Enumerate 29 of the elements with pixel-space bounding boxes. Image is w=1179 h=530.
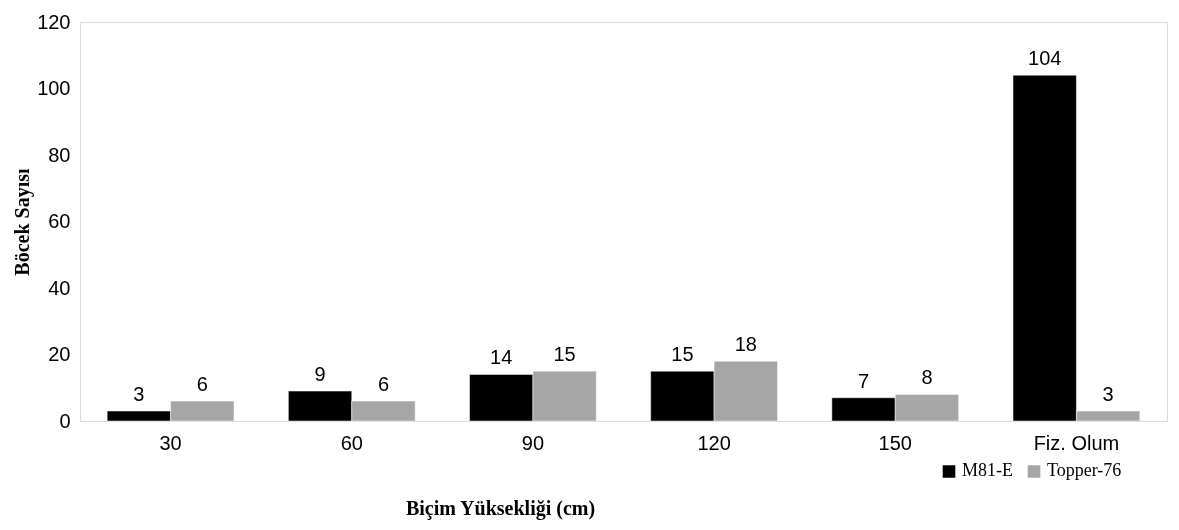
x-tick-label: 60 (340, 431, 363, 454)
data-label: 6 (196, 373, 208, 396)
data-label: 7 (857, 369, 870, 392)
y-tick-label: 120 (37, 10, 71, 33)
data-label: 6 (377, 373, 390, 396)
x-tick-label: 30 (159, 431, 182, 454)
data-label: 14 (490, 346, 513, 369)
x-tick-label: 150 (878, 431, 912, 454)
data-label: 9 (314, 363, 326, 386)
data-label: 104 (1028, 47, 1062, 70)
data-label: 15 (671, 343, 694, 366)
legend-label: Topper-76 (1047, 460, 1122, 481)
data-label: 18 (734, 333, 757, 356)
x-axis-title: Biçim Yüksekliği (cm) (405, 496, 596, 520)
y-tick-label: 100 (37, 77, 71, 99)
data-label: 8 (921, 366, 933, 389)
y-axis-title: Böcek Sayısı (11, 167, 35, 276)
x-tick-label: 90 (521, 431, 545, 454)
y-tick-label: 40 (48, 276, 71, 299)
data-label: 15 (553, 343, 576, 366)
x-tick-label: Fiz. Olum (1033, 431, 1120, 454)
y-tick-label: 80 (48, 143, 71, 166)
x-tick-label: 120 (697, 431, 731, 454)
legend-label: M81-E (962, 460, 1013, 481)
y-tick-label: 60 (48, 210, 71, 232)
data-label: 3 (133, 383, 145, 406)
data-label: 3 (1102, 383, 1114, 406)
y-tick-label: 0 (59, 409, 71, 432)
y-tick-label: 20 (48, 343, 71, 365)
